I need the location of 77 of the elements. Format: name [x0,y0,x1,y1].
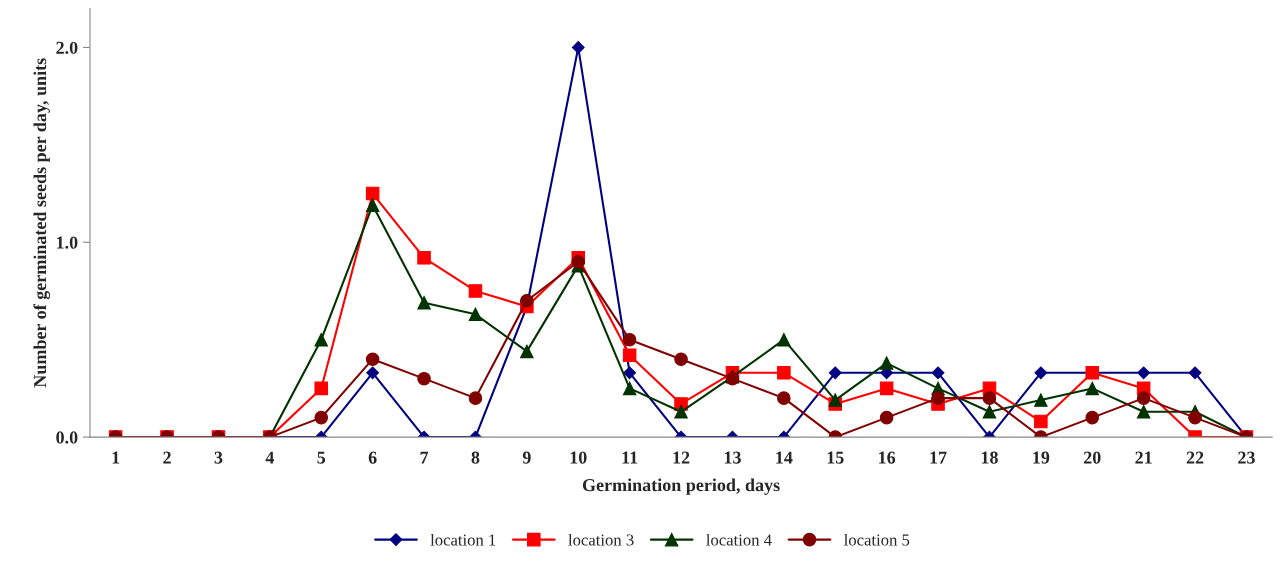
point [1136,405,1151,419]
point [1085,381,1100,396]
y-tick-label: 2.0 [56,41,78,54]
point [468,307,483,322]
point [777,366,791,380]
point [622,348,637,363]
x-tick-label: 9 [522,451,531,464]
point [1136,391,1151,405]
x-axis-title: Germination period, days [582,478,780,495]
x-tick-label: 2 [163,451,171,464]
point [623,366,637,380]
x-tick-label: 20 [1083,451,1101,464]
point [417,371,431,386]
point [314,332,329,347]
point [879,356,894,370]
x-tick-label: 15 [827,451,844,464]
point [365,198,380,213]
y-tick-label: 1.0 [57,236,78,249]
point [982,391,997,405]
point [417,295,431,310]
y-axis-title: Number of germinated seeds per day, units [33,58,51,388]
point [571,41,585,54]
point [931,391,945,405]
point [520,293,534,308]
point [314,381,329,396]
point [314,410,329,425]
point [622,381,637,396]
point [674,405,688,419]
legend-label: location 4 [706,533,772,546]
point [674,352,688,366]
x-tick-label: 11 [622,451,638,464]
point [365,352,380,366]
legend-label: location 1 [430,533,496,546]
legend-label: location 3 [568,533,634,546]
x-tick-label: 22 [1186,451,1204,464]
x-tick-label: 14 [776,451,793,464]
point [520,344,534,359]
point [982,405,997,419]
x-tick-label: 10 [570,451,587,464]
point [468,391,483,405]
x-tick-label: 23 [1238,451,1255,464]
x-tick-label: 5 [317,451,326,464]
x-tick-label: 17 [930,451,947,464]
point [1034,366,1048,380]
point [931,366,945,380]
point [828,393,843,407]
point [366,366,380,380]
x-tick-label: 1 [112,451,120,464]
point [1085,410,1100,425]
x-tick-label: 19 [1033,451,1050,464]
point [1188,410,1202,425]
point [879,410,894,425]
point [828,366,842,380]
x-tick-label: 16 [879,451,896,464]
x-tick-label: 12 [673,451,690,464]
x-tick-label: 13 [724,451,741,464]
point [1034,393,1048,407]
point [1137,366,1151,380]
point [777,391,791,405]
point [417,251,431,265]
point [777,332,791,347]
point [1034,414,1048,429]
x-tick-label: 8 [471,451,480,464]
x-tick-label: 6 [368,451,377,464]
x-tick-label: 4 [265,451,275,464]
point [365,186,380,201]
point [468,284,483,298]
x-tick-label: 21 [1135,451,1152,464]
x-tick-label: 7 [420,451,429,464]
x-tick-label: 3 [214,451,223,464]
legend-label: location 5 [844,533,910,546]
y-tick-label: 0.0 [56,431,78,444]
point [879,381,894,396]
point [1188,366,1202,380]
point [622,332,637,347]
x-tick-label: 18 [981,451,998,464]
point [571,254,586,269]
